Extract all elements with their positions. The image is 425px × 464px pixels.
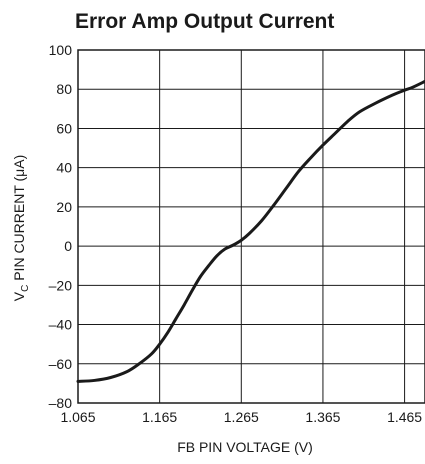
y-tick-label: 40 bbox=[56, 160, 72, 176]
x-tick-label: 1.365 bbox=[305, 409, 340, 425]
x-tick-label: 1.165 bbox=[142, 409, 177, 425]
y-tick-label: 20 bbox=[56, 199, 72, 215]
y-tick-label: –40 bbox=[49, 317, 73, 333]
y-tick-label: –80 bbox=[49, 395, 73, 411]
y-axis-label-subscript: C bbox=[20, 285, 31, 292]
y-tick-label: 100 bbox=[49, 42, 73, 58]
plot-frame bbox=[77, 49, 425, 404]
chart-title: Error Amp Output Current bbox=[75, 10, 334, 33]
x-ticks: 1.065 1.165 1.265 1.365 1.465 bbox=[60, 409, 422, 425]
y-axis-label-prefix: V bbox=[11, 291, 27, 301]
y-tick-label: 0 bbox=[64, 238, 72, 254]
y-tick-label: 60 bbox=[56, 120, 72, 136]
y-tick-label: –20 bbox=[49, 277, 73, 293]
x-axis-label: FB PIN VOLTAGE (V) bbox=[177, 439, 313, 455]
series-line bbox=[76, 79, 425, 383]
x-tick-label: 1.065 bbox=[60, 409, 95, 425]
y-axis-label-suffix: PIN CURRENT (μA) bbox=[11, 155, 27, 285]
x-tick-label: 1.265 bbox=[224, 409, 259, 425]
x-tick-label: 1.465 bbox=[387, 409, 422, 425]
y-axis-label: VC PIN CURRENT (μA) bbox=[11, 155, 31, 302]
y-tick-label: –60 bbox=[49, 356, 73, 372]
grid-layer bbox=[78, 50, 425, 403]
y-ticks: –80 –60 –40 –20 0 20 40 60 80 100 bbox=[49, 42, 73, 411]
y-tick-label: 80 bbox=[56, 81, 72, 97]
